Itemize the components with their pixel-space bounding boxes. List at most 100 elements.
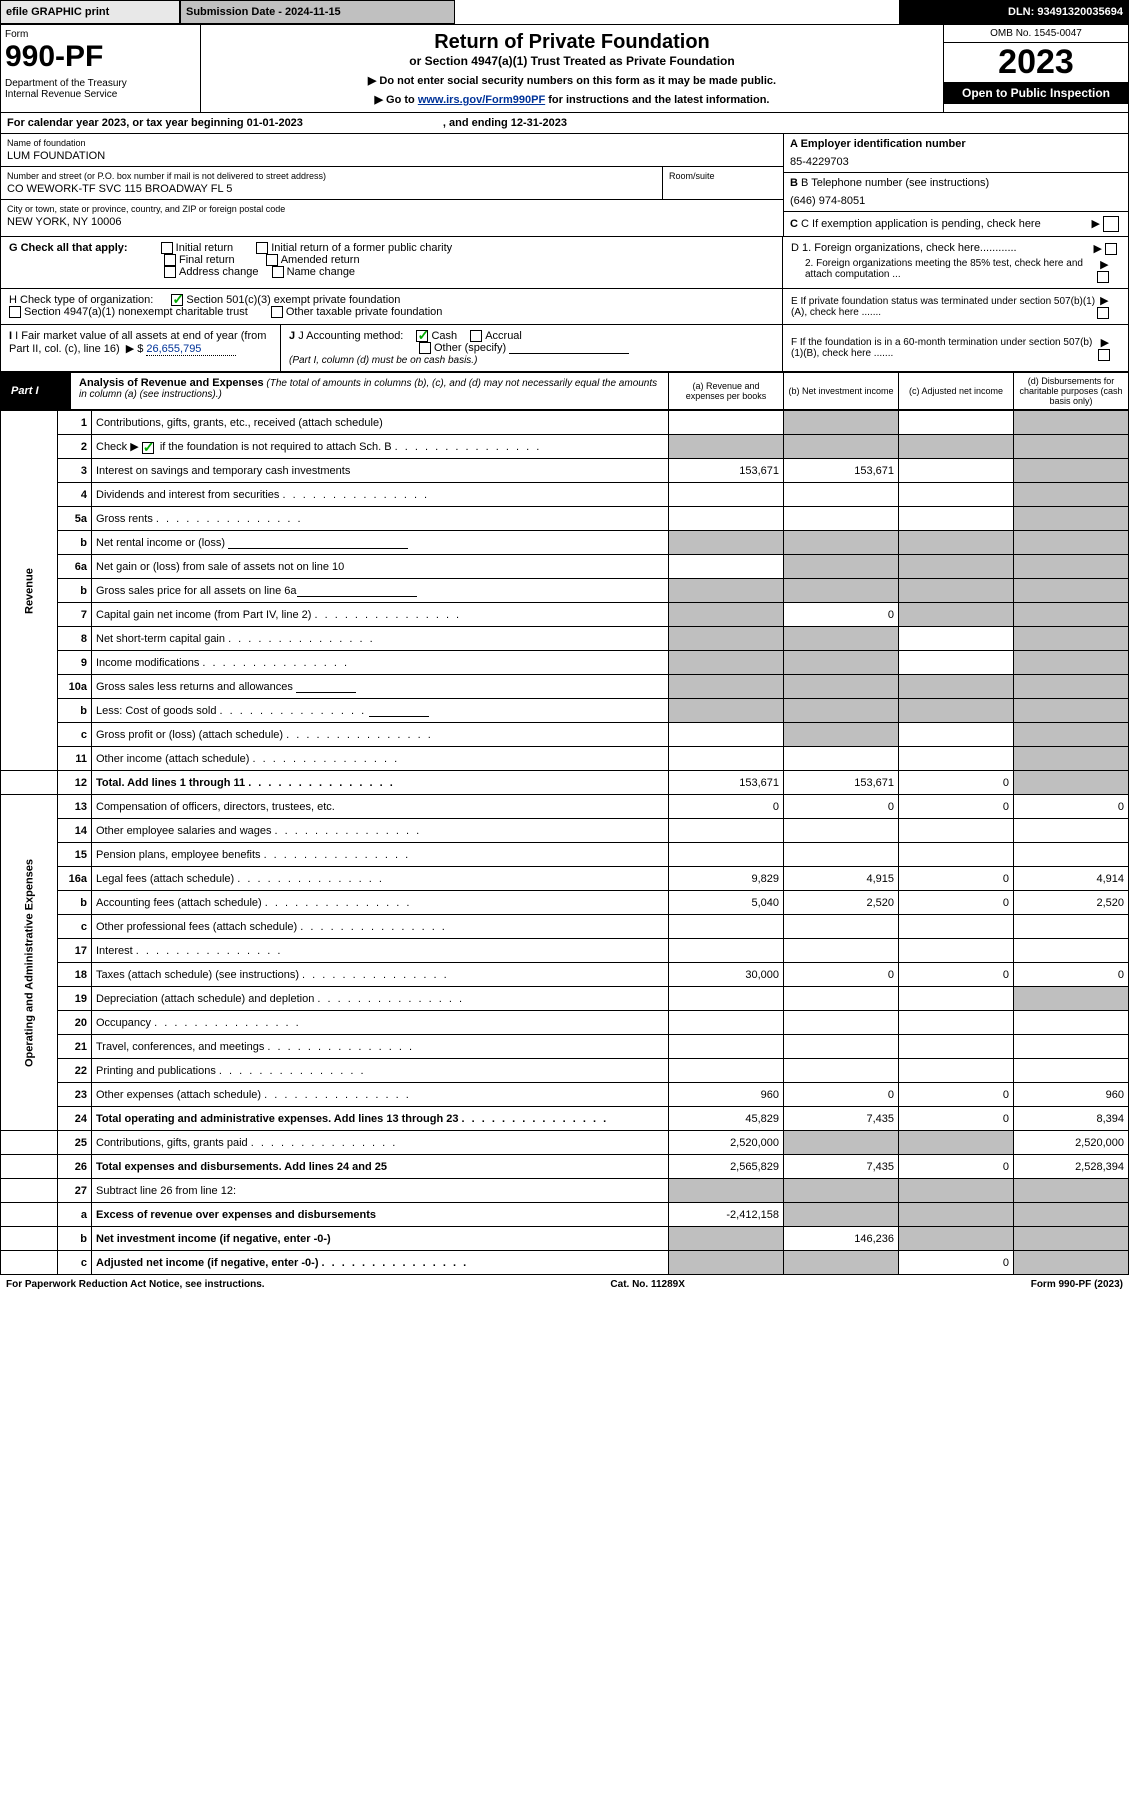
irs-link[interactable]: www.irs.gov/Form990PF — [418, 94, 545, 106]
amt: 2,520,000 — [669, 1131, 784, 1155]
row-num: 23 — [58, 1083, 92, 1107]
cb-amended[interactable] — [266, 254, 278, 266]
efile-print-button[interactable]: efile GRAPHIC print — [0, 0, 180, 24]
row-num: 19 — [58, 987, 92, 1011]
cb-cash[interactable] — [416, 330, 428, 342]
j-note: (Part I, column (d) must be on cash basi… — [289, 355, 477, 366]
row-desc: Income modifications — [92, 651, 669, 675]
taxpayer-info: Name of foundation LUM FOUNDATION Number… — [0, 133, 1129, 237]
dln: DLN: 93491320035694 — [899, 0, 1129, 24]
f-label: F If the foundation is in a 60-month ter… — [791, 337, 1098, 359]
row-desc: Contributions, gifts, grants, etc., rece… — [92, 411, 669, 435]
cb-sch-b[interactable] — [142, 442, 154, 454]
cb-name-change[interactable] — [272, 266, 284, 278]
row-num: 12 — [58, 771, 92, 795]
city-label: City or town, state or province, country… — [7, 204, 777, 214]
col-a-head: (a) Revenue and expenses per books — [668, 373, 783, 409]
g-o2: Initial return of a former public charit… — [271, 242, 452, 254]
cb-d1[interactable] — [1105, 243, 1117, 255]
row-desc: Other expenses (attach schedule) — [92, 1083, 669, 1107]
row-num: 25 — [58, 1131, 92, 1155]
top-bar: efile GRAPHIC print Submission Date - 20… — [0, 0, 1129, 24]
row-num: 22 — [58, 1059, 92, 1083]
g-o6: Name change — [287, 266, 356, 278]
row-desc: Net investment income (if negative, ente… — [92, 1227, 669, 1251]
g-o4: Amended return — [281, 254, 360, 266]
row-num: c — [58, 1251, 92, 1275]
row-num: 21 — [58, 1035, 92, 1059]
form-word: Form — [5, 29, 196, 40]
row-num: 10a — [58, 675, 92, 699]
cb-e[interactable] — [1097, 307, 1109, 319]
row-num: 13 — [58, 795, 92, 819]
row-num: 11 — [58, 747, 92, 771]
amt: 153,671 — [784, 771, 899, 795]
submission-date: Submission Date - 2024-11-15 — [180, 0, 455, 24]
checkbox-c[interactable] — [1103, 216, 1119, 232]
amt: 0 — [899, 963, 1014, 987]
ein-label: A Employer identification number — [790, 138, 1122, 150]
cb-initial-return[interactable] — [161, 242, 173, 254]
form-header: Form 990-PF Department of the Treasury I… — [0, 24, 1129, 113]
fmv-value[interactable]: 26,655,795 — [146, 343, 236, 356]
amt: 960 — [1014, 1083, 1129, 1107]
row-desc: Net short-term capital gain — [92, 627, 669, 651]
row-desc: Depreciation (attach schedule) and deple… — [92, 987, 669, 1011]
row-desc: Pension plans, employee benefits — [92, 843, 669, 867]
phone-label: B B Telephone number (see instructions) — [790, 177, 1122, 189]
row-num: 15 — [58, 843, 92, 867]
street-address: CO WEWORK-TF SVC 115 BROADWAY FL 5 — [7, 183, 656, 195]
row-desc: Net rental income or (loss) — [92, 531, 669, 555]
amt: 0 — [899, 1155, 1014, 1179]
row-num: 24 — [58, 1107, 92, 1131]
j-label: J J Accounting method: — [289, 330, 403, 342]
row-num: 27 — [58, 1179, 92, 1203]
row-desc: Gross rents — [92, 507, 669, 531]
col-d-head: (d) Disbursements for charitable purpose… — [1013, 373, 1128, 409]
row-num: a — [58, 1203, 92, 1227]
h-o3: Other taxable private foundation — [286, 306, 443, 318]
amt: 960 — [669, 1083, 784, 1107]
row-num: 9 — [58, 651, 92, 675]
omb-number: OMB No. 1545-0047 — [944, 25, 1128, 43]
cb-d2[interactable] — [1097, 271, 1109, 283]
cb-f[interactable] — [1098, 349, 1110, 361]
amt: 4,915 — [784, 867, 899, 891]
amt: 2,520 — [1014, 891, 1129, 915]
cb-501c3[interactable] — [171, 294, 183, 306]
cb-final-return[interactable] — [164, 254, 176, 266]
row-num: 4 — [58, 483, 92, 507]
cb-address-change[interactable] — [164, 266, 176, 278]
row-desc: Other employee salaries and wages — [92, 819, 669, 843]
cb-other-taxable[interactable] — [271, 306, 283, 318]
row-desc: Net gain or (loss) from sale of assets n… — [92, 555, 669, 579]
col-b-head: (b) Net investment income — [783, 373, 898, 409]
row-desc: Interest — [92, 939, 669, 963]
cb-other-method[interactable] — [419, 342, 431, 354]
section-h-e: H Check type of organization: Section 50… — [0, 289, 1129, 325]
name-label: Name of foundation — [7, 138, 777, 148]
form-subtitle: or Section 4947(a)(1) Trust Treated as P… — [207, 54, 937, 68]
cb-initial-former[interactable] — [256, 242, 268, 254]
j-o2: Accrual — [485, 330, 522, 342]
row-num: b — [58, 699, 92, 723]
cb-4947[interactable] — [9, 306, 21, 318]
h-o2: Section 4947(a)(1) nonexempt charitable … — [24, 306, 248, 318]
g-o3: Final return — [179, 254, 235, 266]
amt: 146,236 — [784, 1227, 899, 1251]
footer-mid: Cat. No. 11289X — [610, 1279, 684, 1290]
row-num: 6a — [58, 555, 92, 579]
foundation-name: LUM FOUNDATION — [7, 150, 777, 162]
amt: 0 — [899, 771, 1014, 795]
room-label: Room/suite — [669, 171, 777, 181]
col-c-head: (c) Adjusted net income — [898, 373, 1013, 409]
part1-table: Revenue 1Contributions, gifts, grants, e… — [0, 410, 1129, 1275]
cal-end: , and ending 12-31-2023 — [443, 117, 567, 129]
amt: 7,435 — [784, 1107, 899, 1131]
d2-label: 2. Foreign organizations meeting the 85%… — [791, 258, 1097, 283]
note2-post: for instructions and the latest informat… — [545, 94, 769, 106]
part1-header: Part I Analysis of Revenue and Expenses … — [0, 372, 1129, 410]
amt: 0 — [784, 963, 899, 987]
cb-accrual[interactable] — [470, 330, 482, 342]
row-num: b — [58, 531, 92, 555]
